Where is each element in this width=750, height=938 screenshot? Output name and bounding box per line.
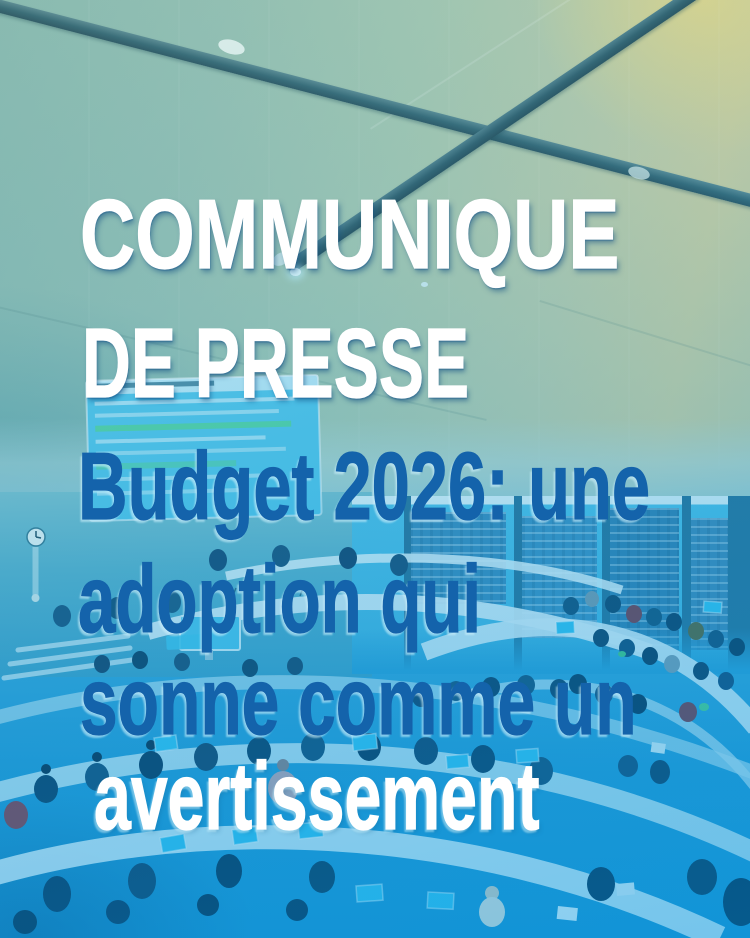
headline-line-4: avertissement [94, 743, 540, 850]
results-monitor [166, 615, 241, 660]
spotlight-glow [290, 268, 301, 276]
desk-arc [0, 675, 750, 779]
chairs-bottom [13, 854, 750, 934]
deputies-right-gallery [563, 591, 745, 784]
wall-clock [26, 527, 46, 602]
presidium-officials [209, 545, 408, 603]
papers [556, 742, 666, 922]
ceiling-dot [421, 282, 428, 287]
kicker-line-1: COMMUNIQUE [80, 179, 620, 289]
laptops [153, 600, 723, 911]
podium-steps [1, 633, 135, 681]
projection-screen [85, 374, 323, 522]
window-mullion [514, 496, 522, 674]
presidium-upper-desk [225, 553, 624, 595]
headline-line-2: adoption qui [78, 546, 482, 653]
window-mullion [682, 496, 691, 674]
kicker-line-2: DE PRESSE [82, 308, 470, 418]
window-mullion [404, 496, 411, 674]
headline-line-1: Budget 2026: une [78, 433, 651, 540]
deputies-center [412, 675, 568, 707]
gallery-parapet [420, 618, 750, 734]
deputies-left [53, 591, 303, 677]
headline-line-3: sonne comme un [80, 648, 637, 755]
